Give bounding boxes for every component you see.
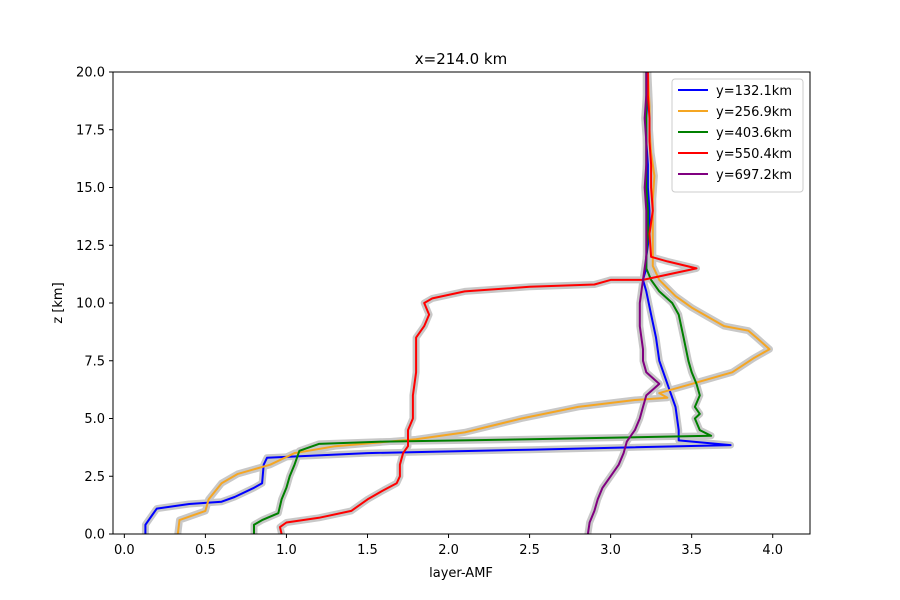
y-tick-label: 10.0 bbox=[76, 297, 105, 312]
x-tick-label: 1.5 bbox=[357, 543, 378, 558]
y-tick-label: 7.5 bbox=[84, 354, 105, 369]
x-tick-label: 0.5 bbox=[195, 543, 216, 558]
x-axis: 0.0 0.5 1.0 1.5 2.0 2.5 3.0 3.5 4.0 bbox=[114, 534, 783, 558]
legend-box bbox=[671, 78, 804, 193]
y-tick-label: 17.5 bbox=[76, 123, 105, 138]
y-tick-label: 15.0 bbox=[76, 181, 105, 196]
series-line-1 bbox=[144, 72, 732, 534]
legend-label: y=132.1km bbox=[716, 84, 792, 99]
x-tick-label: 1.0 bbox=[276, 543, 297, 558]
y-tick-label: 5.0 bbox=[84, 412, 105, 427]
x-tick-label: 2.0 bbox=[438, 543, 459, 558]
legend-label: y=697.2km bbox=[716, 168, 792, 183]
y-tick-label: 12.5 bbox=[76, 239, 105, 254]
uncertainty-band-4 bbox=[276, 72, 700, 534]
legend-label: y=403.6km bbox=[716, 126, 792, 141]
legend: y=132.1km y=256.9km y=403.6km y=550.4km y=69… bbox=[671, 78, 804, 193]
y-tick-label: 20.0 bbox=[76, 66, 105, 81]
x-tick-label: 0.0 bbox=[114, 543, 135, 558]
y-axis: 0.0 2.5 5.0 7.5 10.0 12.5 15.0 17.5 20.0 bbox=[76, 66, 113, 543]
x-tick-label: 2.5 bbox=[519, 543, 540, 558]
x-tick-label: 3.5 bbox=[681, 543, 702, 558]
y-tick-label: 2.5 bbox=[84, 470, 105, 485]
chart-title: x=214.0 km bbox=[415, 50, 507, 68]
x-tick-label: 4.0 bbox=[762, 543, 783, 558]
series-line-4 bbox=[279, 72, 698, 534]
y-axis-label: z [km] bbox=[51, 282, 66, 323]
y-tick-label: 0.0 bbox=[84, 528, 105, 543]
x-axis-label: layer-AMF bbox=[429, 566, 493, 581]
series-line-3 bbox=[253, 72, 713, 534]
legend-label: y=550.4km bbox=[716, 147, 792, 162]
x-tick-label: 3.0 bbox=[600, 543, 621, 558]
series-line-2 bbox=[176, 72, 771, 534]
plot-area bbox=[141, 72, 773, 534]
series-line-5 bbox=[586, 72, 661, 534]
legend-label: y=256.9km bbox=[716, 105, 792, 120]
